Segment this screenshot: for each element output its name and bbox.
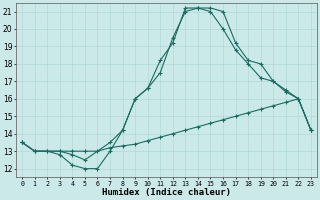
X-axis label: Humidex (Indice chaleur): Humidex (Indice chaleur) bbox=[102, 188, 231, 197]
